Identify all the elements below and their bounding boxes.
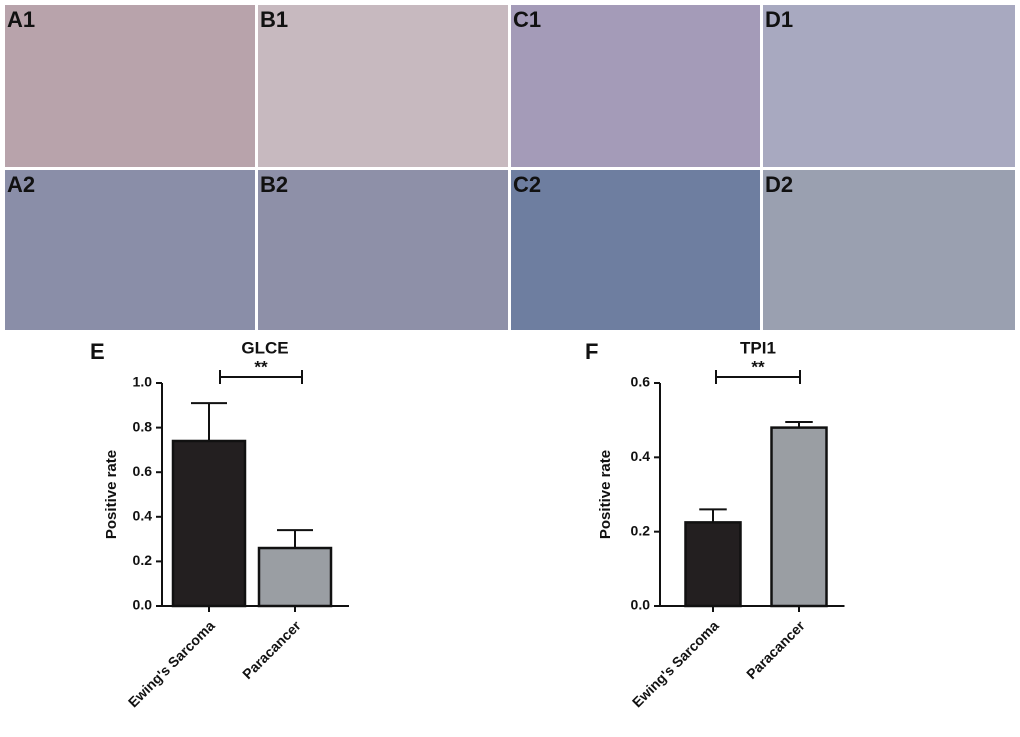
panel-label: F	[585, 339, 598, 364]
bar	[684, 521, 742, 608]
panel-label: B1	[260, 7, 288, 32]
micrograph	[511, 5, 760, 167]
micrograph	[258, 5, 508, 167]
micrograph	[763, 170, 1015, 330]
y-tick-label: 0.2	[133, 552, 153, 568]
y-axis-label: Positive rate	[103, 450, 120, 539]
panel-label: D2	[765, 172, 793, 197]
significance-label: **	[751, 357, 765, 376]
y-tick-label: 1.0	[133, 374, 153, 390]
micrograph	[258, 170, 508, 330]
panel-label: B2	[260, 172, 288, 197]
x-tick-label: Ewing's Sarcoma	[629, 617, 722, 710]
bar	[257, 546, 333, 608]
y-tick-label: 0.6	[133, 463, 153, 479]
panel-label: C1	[513, 7, 541, 32]
panel-label: A1	[7, 7, 35, 32]
panel-label: C2	[513, 172, 541, 197]
panel-label: E	[90, 339, 105, 364]
x-tick-label: Paracancer	[239, 617, 304, 682]
bar	[770, 426, 828, 608]
panel-label: D1	[765, 7, 793, 32]
y-tick-label: 0.8	[133, 418, 153, 434]
x-tick-label: Paracancer	[743, 617, 808, 682]
y-tick-label: 0.0	[133, 597, 153, 613]
y-tick-label: 0.2	[631, 522, 651, 538]
micrograph	[5, 170, 255, 330]
y-axis-label: Positive rate	[597, 450, 614, 539]
y-tick-label: 0.6	[631, 374, 651, 390]
panel-label: A2	[7, 172, 35, 197]
chart-title: GLCE	[241, 338, 288, 357]
x-tick-label: Ewing's Sarcoma	[125, 617, 218, 710]
micrograph	[763, 5, 1015, 167]
micrograph	[511, 170, 760, 330]
chart-title: TPI1	[740, 338, 776, 357]
y-tick-label: 0.0	[631, 597, 651, 613]
y-tick-label: 0.4	[631, 448, 651, 464]
y-tick-label: 0.4	[133, 508, 153, 524]
bar	[171, 439, 247, 608]
micrograph	[5, 5, 255, 167]
significance-label: **	[254, 357, 268, 376]
